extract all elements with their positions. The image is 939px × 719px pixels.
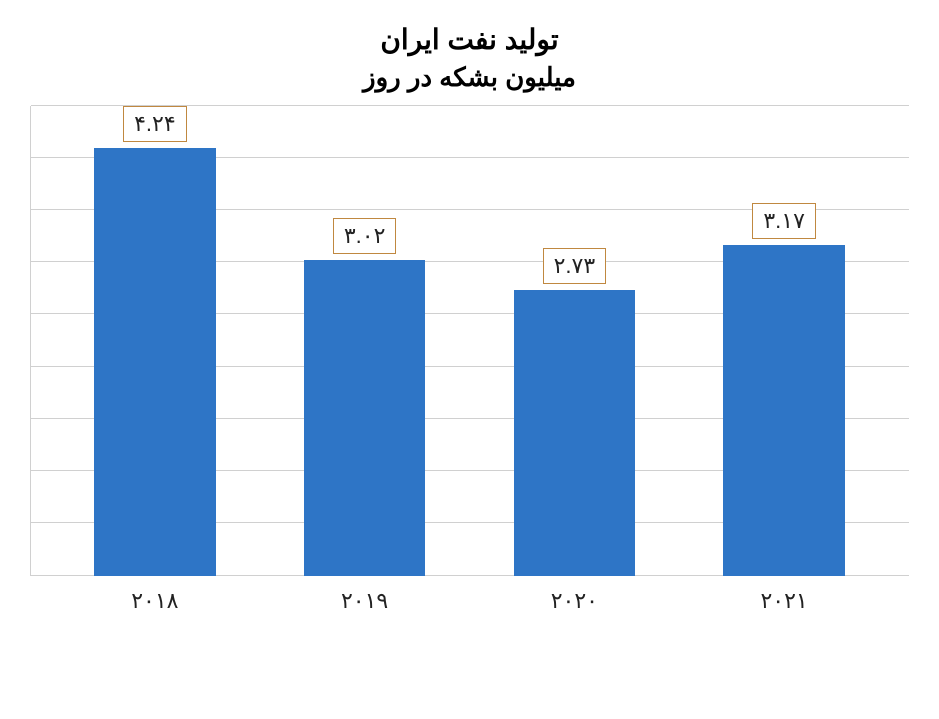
x-axis-label: ۲۰۱۹ xyxy=(260,576,470,626)
chart-container: تولید نفت ایران میلیون بشکه در روز ۴.۲۴ ۳… xyxy=(0,0,939,719)
bar-slot: ۴.۲۴ xyxy=(50,106,260,576)
value-label: ۳.۱۷ xyxy=(752,203,816,239)
bar-slot: ۲.۷۳ xyxy=(470,106,680,576)
bars-row: ۴.۲۴ ۳.۰۲ ۲.۷۳ ۳.۱۷ xyxy=(30,106,909,576)
chart-title: تولید نفت ایران میلیون بشکه در روز xyxy=(30,20,909,96)
x-axis-labels: ۲۰۱۸۲۰۱۹۲۰۲۰۲۰۲۱ xyxy=(30,576,909,626)
bar xyxy=(723,245,845,576)
bar xyxy=(514,290,636,575)
x-axis-label: ۲۰۲۰ xyxy=(470,576,680,626)
bar xyxy=(304,260,426,575)
title-line-1: تولید نفت ایران xyxy=(30,20,909,59)
title-line-2: میلیون بشکه در روز xyxy=(30,59,909,95)
x-axis-label: ۲۰۲۱ xyxy=(679,576,889,626)
bar xyxy=(94,148,216,576)
x-axis-label: ۲۰۱۸ xyxy=(50,576,260,626)
plot-area: ۴.۲۴ ۳.۰۲ ۲.۷۳ ۳.۱۷ ۲۰۱۸۲۰۱۹۲۰۲۰۲۰۲۱ xyxy=(30,106,909,626)
value-label: ۴.۲۴ xyxy=(123,106,187,142)
bar-slot: ۳.۰۲ xyxy=(260,106,470,576)
value-label: ۳.۰۲ xyxy=(333,218,397,254)
bar-slot: ۳.۱۷ xyxy=(679,106,889,576)
value-label: ۲.۷۳ xyxy=(543,248,607,284)
